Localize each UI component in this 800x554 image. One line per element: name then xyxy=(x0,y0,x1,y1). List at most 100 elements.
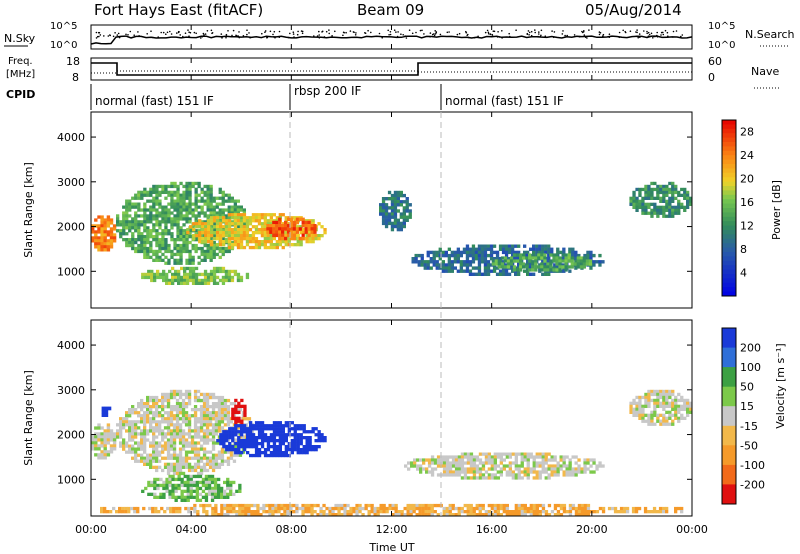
velocity-cell-5 xyxy=(104,409,109,414)
power-cell-1 xyxy=(173,208,177,212)
power-cell-3 xyxy=(227,228,232,232)
power-cell-1 xyxy=(221,196,225,200)
power-cell-1 xyxy=(218,255,222,259)
velocity-cell-2 xyxy=(226,492,230,496)
velocity-cell-7 xyxy=(656,392,660,397)
velocity-cell-0 xyxy=(97,438,101,442)
velocity-cell-7 xyxy=(656,419,660,423)
power-cell-5 xyxy=(396,224,400,229)
power-cell-4 xyxy=(307,220,311,225)
velocity-cell-7 xyxy=(677,407,681,411)
power-cell-3 xyxy=(317,234,321,238)
power-cell-2 xyxy=(236,278,241,283)
velocity-cell-1 xyxy=(211,392,216,397)
velocity-cell-8 xyxy=(151,510,155,514)
velocity-cell-8 xyxy=(343,513,347,517)
power-colorbar-swatch xyxy=(722,282,736,288)
velocity-cell-1 xyxy=(208,420,213,424)
velocity-cell-1 xyxy=(119,420,123,424)
power-cell-3 xyxy=(251,240,256,244)
velocity-cell-8 xyxy=(532,513,536,517)
power-cell-7 xyxy=(585,262,590,266)
velocity-cell-6 xyxy=(419,464,423,468)
velocity-cell-2 xyxy=(192,495,196,499)
velocity-cell-2 xyxy=(229,483,233,488)
cpid-segment-2: rbsp 200 IF xyxy=(294,84,361,98)
velocity-cell-4 xyxy=(272,442,277,446)
velocity-cell-8 xyxy=(580,510,585,514)
velocity-cell-6 xyxy=(436,464,441,468)
power-cell-1 xyxy=(182,217,186,221)
velocity-cell-1 xyxy=(128,438,132,442)
power-cell-3 xyxy=(207,225,211,229)
power-cell-8 xyxy=(656,205,660,209)
velocity-cell-6 xyxy=(517,464,521,468)
power-cell-1 xyxy=(155,214,159,218)
noise-search-point xyxy=(225,33,228,36)
velocity-cell-1 xyxy=(169,429,174,433)
velocity-cell-6 xyxy=(538,476,542,480)
noise-search-point xyxy=(431,33,434,36)
velocity-cell-1 xyxy=(184,402,189,406)
velocity-cell-1 xyxy=(155,429,159,433)
power-cell-6 xyxy=(480,257,485,261)
power-cell-8 xyxy=(644,187,648,192)
velocity-cell-7 xyxy=(677,416,681,420)
velocity-cell-7 xyxy=(647,416,651,420)
power-cell-3 xyxy=(224,234,229,238)
power-cell-3 xyxy=(219,222,223,226)
velocity-cell-6 xyxy=(535,464,539,468)
velocity-cell-1 xyxy=(226,456,231,460)
velocity-cell-1 xyxy=(143,459,147,463)
velocity-cell-1 xyxy=(169,444,174,448)
velocity-cell-1 xyxy=(155,402,159,406)
power-cell-1 xyxy=(182,243,186,248)
power-cell-8 xyxy=(662,199,666,203)
power-colorbar-swatch xyxy=(722,252,736,257)
velocity-cell-1 xyxy=(202,447,207,451)
velocity-cell-6 xyxy=(472,464,477,468)
velocity-cell-0 xyxy=(100,444,104,448)
power-cell-1 xyxy=(179,255,183,259)
power-cell-1 xyxy=(140,240,144,245)
velocity-cell-2 xyxy=(186,483,190,488)
velocity-cell-1 xyxy=(196,465,201,469)
power-cell-1 xyxy=(128,214,132,218)
velocity-cell-8 xyxy=(220,503,224,508)
power-cell-6 xyxy=(435,266,439,270)
velocity-cell-8 xyxy=(193,503,197,508)
power-cell-1 xyxy=(149,187,153,191)
power-cell-1 xyxy=(194,202,198,206)
velocity-cell-4 xyxy=(272,451,277,455)
velocity-cell-8 xyxy=(394,503,398,508)
velocity-cell-4 xyxy=(254,436,259,440)
velocity-cell-8 xyxy=(490,506,494,511)
velocity-cell-8 xyxy=(493,513,497,517)
velocity-cell-6 xyxy=(436,461,441,465)
velocity-cell-6 xyxy=(505,455,509,459)
power-cell-1 xyxy=(128,240,132,245)
power-cell-8 xyxy=(665,199,669,203)
velocity-cell-1 xyxy=(220,420,225,424)
power-cell-5 xyxy=(399,200,403,204)
power-cell-6 xyxy=(456,247,460,251)
velocity-cell-3 xyxy=(243,404,247,408)
power-cell-3 xyxy=(320,234,324,238)
velocity-cell-4 xyxy=(281,442,285,446)
power-cell-8 xyxy=(686,196,690,200)
velocity-cell-6 xyxy=(544,452,548,456)
power-cell-7 xyxy=(494,259,498,263)
velocity-cell-2 xyxy=(183,474,187,479)
velocity-cell-6 xyxy=(460,476,465,480)
velocity-cell-1 xyxy=(232,444,237,448)
noise-search-point xyxy=(664,29,667,32)
power-cell-3 xyxy=(311,240,315,244)
power-cell-3 xyxy=(219,231,223,235)
velocity-cell-7 xyxy=(674,407,678,411)
velocity-cell-1 xyxy=(155,468,159,473)
power-cell-8 xyxy=(680,193,684,197)
velocity-cell-8 xyxy=(277,506,281,511)
power-cell-3 xyxy=(296,225,300,229)
velocity-cell-6 xyxy=(487,461,491,465)
power-cell-1 xyxy=(212,205,216,209)
